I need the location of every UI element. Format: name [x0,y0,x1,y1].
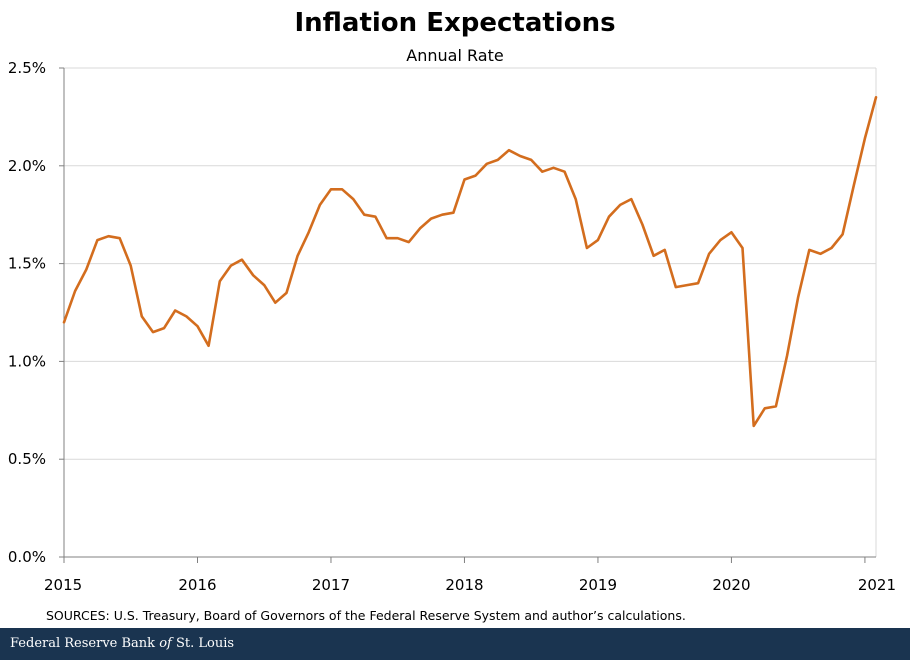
x-tick-label: 2018 [445,576,483,594]
footer-label: Federal Reserve Bank of St. Louis [10,636,235,651]
y-tick-label: 2.0% [8,157,46,175]
x-tick-label: 2020 [712,576,750,594]
y-tick-label: 0.5% [8,450,46,468]
x-tick-label: 2021 [858,576,896,594]
x-tick-label: 2015 [44,576,82,594]
chart-subtitle: Annual Rate [406,46,503,65]
x-axis: 2015 2016 2017 2018 2019 2020 2021 [44,556,896,594]
source-note: SOURCES: U.S. Treasury, Board of Governo… [46,608,686,623]
x-tick-label: 2019 [579,576,617,594]
footer-bar: Federal Reserve Bank of St. Louis [0,628,910,660]
y-tick-label: 1.5% [8,255,46,273]
y-axis: 0.0% 0.5% 1.0% 1.5% 2.0% 2.5% [8,59,65,566]
y-tick-label: 2.5% [8,59,46,77]
y-tick-label: 0.0% [8,548,46,566]
series-line [62,96,878,428]
x-tick-label: 2017 [312,576,350,594]
x-tick-label: 2016 [178,576,216,594]
chart-title: Inflation Expectations [294,8,615,38]
gridlines [64,67,877,557]
y-tick-label: 1.0% [8,352,46,370]
line-chart: Inflation Expectations Annual Rate 0.0%0… [8,8,896,623]
